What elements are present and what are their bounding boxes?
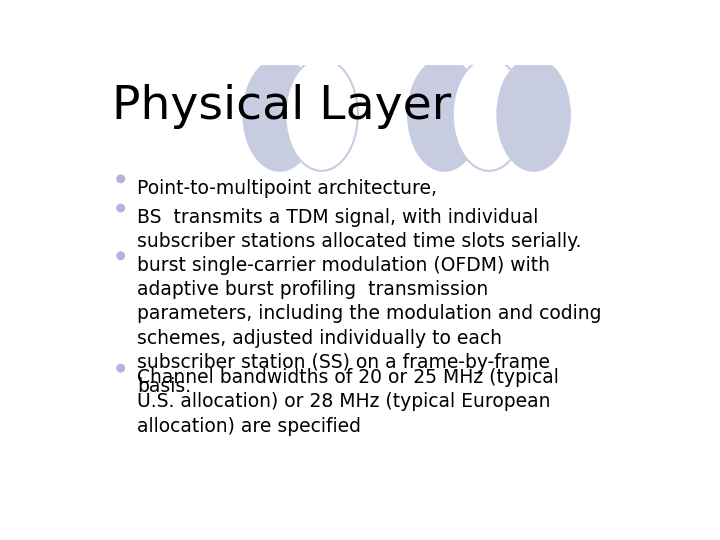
Text: burst single-carrier modulation (OFDM) with
adaptive burst profiling  transmissi: burst single-carrier modulation (OFDM) w… <box>138 256 602 396</box>
Text: Physical Layer: Physical Layer <box>112 84 451 129</box>
Ellipse shape <box>116 251 125 260</box>
Text: BS  transmits a TDM signal, with individual
subscriber stations allocated time s: BS transmits a TDM signal, with individu… <box>138 208 582 251</box>
Text: Channel bandwidths of 20 or 25 MHz (typical
U.S. allocation) or 28 MHz (typical : Channel bandwidths of 20 or 25 MHz (typi… <box>138 368 559 436</box>
Ellipse shape <box>453 58 526 171</box>
Ellipse shape <box>498 58 570 171</box>
Ellipse shape <box>116 204 125 212</box>
Ellipse shape <box>243 58 316 171</box>
Ellipse shape <box>116 174 125 183</box>
Ellipse shape <box>408 58 481 171</box>
Ellipse shape <box>285 58 358 171</box>
Text: Point-to-multipoint architecture,: Point-to-multipoint architecture, <box>138 179 438 198</box>
Ellipse shape <box>116 364 125 373</box>
